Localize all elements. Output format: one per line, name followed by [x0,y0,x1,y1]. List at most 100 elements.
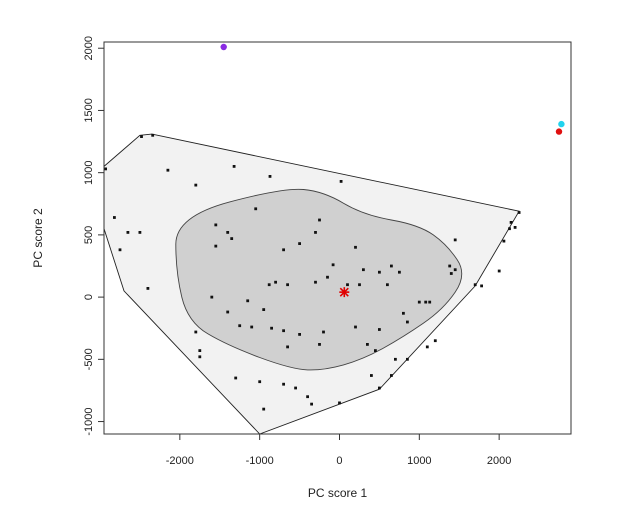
data-point [517,211,521,214]
data-point [406,357,409,361]
data-point [449,272,453,275]
data-point [282,248,285,252]
data-point [314,231,317,234]
data-point [126,231,130,234]
data-point [453,238,457,242]
data-point [232,165,236,168]
data-point [138,231,142,234]
inner-bag-hull [175,188,463,371]
x-tick-label: -1000 [246,455,274,467]
data-point [374,349,377,352]
data-point [151,133,155,137]
y-axis-title: PC score 2 [31,208,45,268]
data-point [362,268,365,272]
y-tick-label: 500 [83,226,95,244]
plot-frame [103,41,572,435]
data-point [314,280,317,284]
data-point [339,180,343,183]
data-point [230,237,234,240]
data-point [378,270,381,274]
outlier-point [555,128,563,135]
data-point [338,401,341,405]
data-point [318,343,321,346]
data-point [214,223,218,227]
data-point [298,242,301,245]
data-point [502,239,506,243]
data-point [394,357,397,361]
data-point [166,168,170,172]
data-point [258,380,262,384]
outlier-point [220,43,227,51]
data-point [513,226,517,229]
data-point [331,263,335,267]
data-point [306,395,309,399]
data-point [424,300,428,304]
data-point [226,310,230,314]
data-point [146,287,150,290]
data-point [194,330,198,334]
y-axis: -1000 -500 0 500 1000 1500 2000 [83,36,104,436]
x-tick-label: -2000 [166,455,194,467]
data-point [508,227,511,231]
data-point [326,275,329,279]
data-point [428,300,432,304]
data-points [104,133,521,411]
x-tick-label: 2000 [487,455,511,467]
data-point [282,329,285,333]
data-point [480,284,483,288]
data-point [214,244,218,248]
data-point [198,355,202,359]
data-point [453,268,457,272]
data-point [268,175,272,178]
data-point [118,248,122,252]
x-axis-title: PC score 1 [308,486,368,500]
y-tick-label: -1000 [83,408,95,436]
data-point [378,328,381,331]
data-point [267,283,271,287]
data-point [402,311,405,315]
data-point [370,374,373,377]
data-point [250,325,254,329]
data-point [246,299,250,303]
data-point [509,221,513,224]
data-point [386,283,389,287]
median-marker [339,287,350,298]
data-point [354,245,357,249]
data-point [425,345,429,349]
data-point [497,269,501,273]
median-star-stroke [339,287,349,297]
data-point [274,280,277,284]
data-point [358,283,361,287]
data-point [346,283,349,287]
data-point [366,343,369,346]
data-point [298,333,301,336]
data-point [282,382,285,386]
outlier-point [558,120,565,128]
data-point [226,231,230,234]
data-point [262,308,266,311]
data-point [473,283,477,287]
data-point [390,374,393,377]
median-star [339,287,350,298]
data-point [286,345,289,349]
y-tick-label: 0 [83,294,95,300]
data-point [390,264,393,268]
x-tick-label: 0 [336,455,342,467]
data-point [210,295,214,299]
data-point [417,300,421,304]
data-point [406,320,409,324]
hull-layer [104,133,520,434]
data-point [238,324,242,328]
data-point [104,167,107,171]
x-axis: -2000 -1000 0 1000 2000 [166,434,511,467]
data-point [378,386,381,390]
y-tick-label: -500 [83,348,95,370]
data-point [198,349,202,352]
data-point [354,325,357,329]
data-point [398,270,401,274]
y-tick-label: 2000 [83,36,95,60]
y-tick-label: 1000 [83,160,95,184]
outlier-points [220,43,565,135]
data-point [433,339,437,343]
